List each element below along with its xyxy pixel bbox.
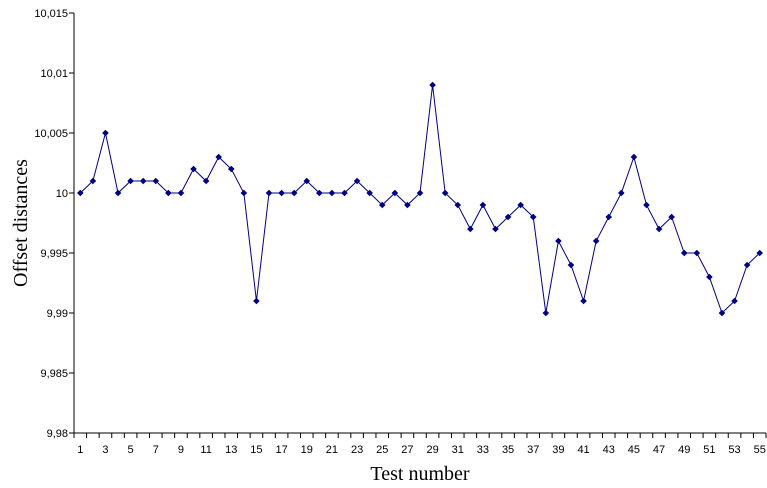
data-point bbox=[177, 189, 185, 197]
data-point bbox=[454, 201, 462, 209]
data-point bbox=[542, 309, 550, 317]
data-point bbox=[165, 189, 172, 197]
data-point bbox=[404, 201, 411, 209]
x-tick-label: 1 bbox=[77, 444, 83, 456]
x-tick-label: 51 bbox=[703, 444, 715, 456]
data-point bbox=[668, 213, 675, 221]
data-point bbox=[592, 237, 600, 245]
data-point bbox=[127, 177, 134, 185]
y-tick-label: 10,015 bbox=[34, 8, 68, 20]
data-point bbox=[567, 261, 575, 269]
data-point bbox=[253, 297, 260, 305]
x-tick-label: 11 bbox=[200, 444, 211, 456]
y-axis-title: Offset distances bbox=[10, 159, 32, 287]
data-point bbox=[529, 213, 537, 221]
data-point bbox=[76, 189, 84, 197]
data-point bbox=[114, 189, 122, 197]
data-point bbox=[89, 177, 97, 185]
data-point bbox=[353, 177, 361, 185]
x-tick-label: 15 bbox=[250, 444, 262, 456]
data-point bbox=[643, 201, 650, 209]
x-tick-label: 25 bbox=[376, 444, 388, 456]
x-tick-label: 9 bbox=[178, 444, 184, 456]
y-tick-label: 9,98 bbox=[47, 428, 68, 440]
x-tick-label: 7 bbox=[153, 444, 159, 456]
x-axis-ticks: 1 3 5 7 9 11 13 15 17 19 21 23 25 27 29 31 33 35 37 39 41 43 4… bbox=[73, 433, 767, 456]
x-tick-label: 53 bbox=[728, 444, 740, 456]
x-tick-label: 5 bbox=[128, 444, 134, 456]
data-point bbox=[240, 189, 248, 197]
y-tick-label: 10,005 bbox=[34, 128, 68, 140]
data-point bbox=[655, 225, 663, 233]
data-point bbox=[316, 189, 323, 197]
data-point bbox=[202, 177, 210, 185]
x-tick-label: 41 bbox=[577, 444, 589, 456]
x-tick-label: 47 bbox=[653, 444, 665, 456]
data-point bbox=[102, 129, 109, 137]
data-point bbox=[215, 153, 222, 161]
x-tick-label: 17 bbox=[275, 444, 287, 456]
data-point bbox=[580, 297, 587, 305]
data-point bbox=[743, 261, 751, 269]
x-tick-label: 19 bbox=[301, 444, 313, 456]
x-tick-label: 39 bbox=[552, 444, 564, 456]
y-tick-label: 10 bbox=[56, 188, 68, 200]
y-tick-label: 10,01 bbox=[40, 68, 68, 80]
x-tick-label: 37 bbox=[527, 444, 539, 456]
data-point bbox=[416, 189, 424, 197]
data-point bbox=[341, 189, 348, 197]
data-point bbox=[227, 165, 235, 173]
data-point bbox=[718, 309, 726, 317]
x-tick-label: 27 bbox=[401, 444, 413, 456]
data-point bbox=[504, 213, 512, 221]
data-point bbox=[706, 273, 713, 281]
data-point bbox=[467, 225, 474, 233]
x-tick-label: 23 bbox=[351, 444, 363, 456]
data-point bbox=[492, 225, 499, 233]
x-tick-label: 43 bbox=[603, 444, 615, 456]
data-point bbox=[152, 177, 160, 185]
data-point bbox=[680, 249, 688, 257]
x-tick-label: 35 bbox=[502, 444, 514, 456]
data-point bbox=[756, 249, 764, 257]
x-tick-label: 29 bbox=[426, 444, 438, 456]
x-tick-label: 21 bbox=[326, 444, 338, 456]
data-point bbox=[190, 165, 197, 173]
series-line bbox=[79, 84, 761, 314]
data-point bbox=[328, 189, 336, 197]
y-axis-ticks: 9,98 9,985 9,99 9,995 10 10,005 10,01 10,015 bbox=[34, 8, 74, 440]
y-tick-label: 9,985 bbox=[40, 368, 68, 380]
x-tick-label: 45 bbox=[628, 444, 640, 456]
x-tick-label: 31 bbox=[452, 444, 464, 456]
data-point bbox=[441, 189, 449, 197]
data-point bbox=[378, 201, 386, 209]
data-point bbox=[479, 201, 487, 209]
data-point bbox=[605, 213, 613, 221]
data-point bbox=[555, 237, 562, 245]
data-point bbox=[366, 189, 373, 197]
data-point bbox=[693, 249, 701, 257]
x-tick-label: 13 bbox=[225, 444, 237, 456]
plot-area bbox=[76, 81, 764, 317]
y-tick-label: 9,995 bbox=[40, 248, 68, 260]
data-point bbox=[265, 189, 273, 197]
data-point bbox=[278, 189, 285, 197]
x-axis-title: Test number bbox=[370, 463, 469, 485]
data-point bbox=[139, 177, 147, 185]
data-point bbox=[391, 189, 399, 197]
data-point bbox=[630, 153, 638, 161]
data-point bbox=[290, 189, 298, 197]
y-tick-label: 9,99 bbox=[47, 308, 68, 320]
x-tick-label: 49 bbox=[678, 444, 690, 456]
data-point bbox=[517, 201, 524, 209]
x-tick-label: 33 bbox=[477, 444, 489, 456]
data-point bbox=[618, 189, 625, 197]
data-point bbox=[731, 297, 738, 305]
x-tick-label: 55 bbox=[754, 444, 766, 456]
data-point bbox=[303, 177, 311, 185]
x-tick-label: 3 bbox=[102, 444, 108, 456]
data-point bbox=[429, 81, 436, 89]
